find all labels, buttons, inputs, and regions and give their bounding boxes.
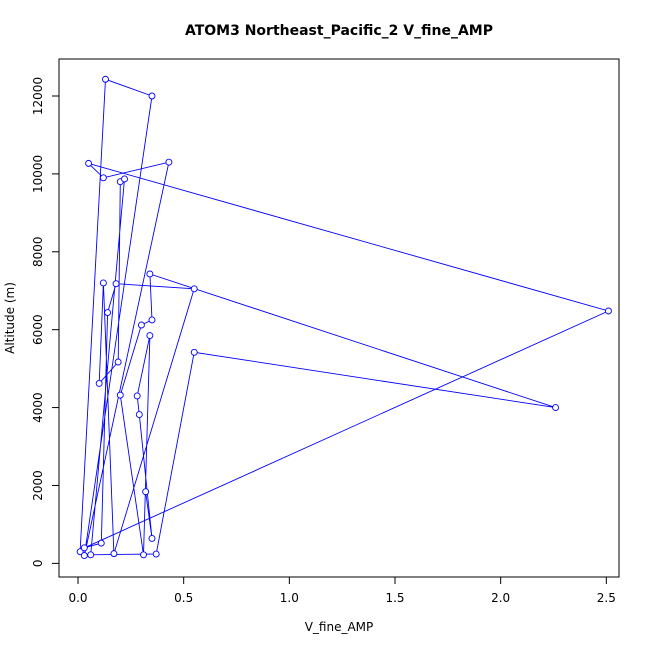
data-point [140,551,147,559]
y-tick-label: 4000 [31,392,45,423]
data-point [87,551,95,559]
y-tick-label: 8000 [31,237,45,268]
data-point [148,316,156,324]
data-point [97,539,105,547]
data-point [85,159,93,167]
data-point [99,174,107,182]
series-line [79,78,610,556]
data-point [112,280,120,288]
y-tick-label: 2000 [31,470,45,501]
y-tick-label: 6000 [31,314,45,345]
x-axis-label: V_fine_AMP [305,620,374,634]
data-point [121,175,128,183]
data-point [80,552,88,560]
data-point [146,270,154,278]
plot-frame [58,58,620,578]
data-point [148,534,156,542]
data-point [142,488,150,496]
chart-title: ATOM3 Northeast_Pacific_2 V_fine_AMP [185,23,493,39]
data-point [102,75,109,83]
data-point [604,307,612,315]
y-axis: 0 2000 4000 6000 8000 10000 12000 [31,77,60,568]
data-point [99,279,107,287]
x-tick-label: 1.0 [280,591,299,605]
x-tick-label: 0.0 [68,591,87,605]
x-tick-label: 2.5 [597,591,616,605]
x-tick-label: 0.5 [174,591,193,605]
series-layer [76,75,612,560]
data-point [76,548,84,556]
data-point [133,392,141,400]
data-point [104,309,112,316]
data-point [146,332,154,339]
data-point [95,379,103,387]
data-point [552,404,560,412]
data-point [190,348,198,356]
y-tick-label: 10000 [31,155,45,193]
data-point [152,550,160,558]
data-point [114,358,122,366]
data-point [165,158,173,166]
data-point [116,391,124,399]
data-point [190,285,198,293]
data-point [137,321,145,329]
y-tick-label: 12000 [31,77,45,115]
y-axis-label: Altitude (m) [3,282,17,354]
x-tick-label: 1.5 [385,591,404,605]
data-point [110,550,118,558]
data-point [135,411,143,419]
x-tick-label: 2.0 [491,591,510,605]
x-axis: 0.0 0.5 1.0 1.5 2.0 2.5 [68,576,616,605]
data-point [80,544,88,552]
y-tick-label: 0 [31,560,45,568]
data-point [148,92,156,100]
